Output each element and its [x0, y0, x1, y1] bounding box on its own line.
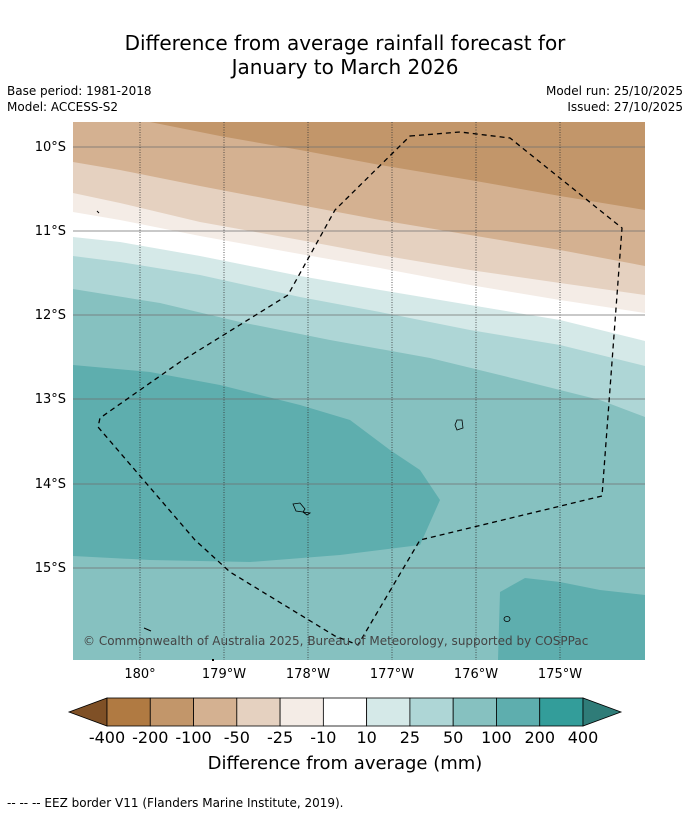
lon-gridlines — [139, 122, 561, 660]
colorbar-tick-label: 200 — [524, 728, 555, 747]
colorbar-tick-label: 100 — [481, 728, 512, 747]
island — [292, 502, 306, 513]
colorbar-tick-label: -200 — [132, 728, 168, 747]
colorbar-box — [409, 697, 454, 727]
eez-border — [97, 131, 623, 646]
colorbar-box — [279, 697, 324, 727]
colorbar-tick-label: -400 — [89, 728, 125, 747]
colorbar-box — [452, 697, 497, 727]
meta-left: Base period: 1981-2018 Model: ACCESS-S2 — [7, 83, 152, 115]
model-name: Model: ACCESS-S2 — [7, 100, 119, 114]
lon-label: 178°W — [286, 667, 330, 682]
colorbar-box — [366, 697, 411, 727]
map-panel: © Commonwealth of Australia 2025, Bureau… — [73, 122, 645, 660]
colorbar-tick-label: 25 — [400, 728, 420, 747]
colorbar: -400 -200 -100 -50 -25 -10 10 25 50 100 200 400 — [67, 697, 623, 747]
colorbar-tick-label: 50 — [443, 728, 463, 747]
colorbar-box — [106, 697, 151, 727]
island — [503, 616, 511, 622]
lon-label: 177°W — [370, 667, 414, 682]
colorbar-title: Difference from average (mm) — [207, 753, 483, 774]
colorbar-box — [496, 697, 541, 727]
colorbar-arrow-right — [582, 697, 623, 727]
island — [302, 511, 312, 516]
band-minus100 — [150, 122, 645, 210]
island — [143, 627, 152, 632]
colorbar-box — [149, 697, 194, 727]
title-line-1: Difference from average rainfall forecas… — [124, 31, 566, 55]
colorbar-tick-label: 10 — [356, 728, 376, 747]
colorbar-tick-label: 400 — [568, 728, 599, 747]
colorbar-box — [539, 697, 584, 727]
lon-label: 175°W — [538, 667, 582, 682]
colorbar-tick-label: -25 — [267, 728, 293, 747]
colorbar-box — [193, 697, 238, 727]
colorbar-tick-label: -100 — [175, 728, 211, 747]
eez-footnote: -- -- -- EEZ border V11 (Flanders Marine… — [7, 796, 344, 810]
colorbar-arrow-left — [67, 697, 108, 727]
lat-gridlines — [73, 146, 645, 569]
colorbar-box — [236, 697, 281, 727]
issued-date: Issued: 27/10/2025 — [567, 100, 683, 114]
base-period: Base period: 1981-2018 — [7, 84, 152, 98]
lon-label: 180° — [124, 667, 155, 682]
island — [96, 210, 100, 214]
lat-label: 10°S — [35, 140, 66, 155]
colorbar-tick-label: -10 — [310, 728, 336, 747]
island — [454, 419, 464, 431]
lon-label: 176°W — [454, 667, 498, 682]
lon-labels: 180° 179°W 178°W 177°W 176°W 175°W — [124, 667, 582, 682]
map-title: Difference from average rainfall forecas… — [0, 31, 690, 79]
model-run: Model run: 25/10/2025 — [545, 84, 683, 98]
lat-labels: 10°S 11°S 12°S 13°S 14°S 15°S — [35, 140, 66, 576]
lat-label: 11°S — [35, 224, 66, 239]
lat-label: 14°S — [35, 477, 66, 492]
colorbar-box — [322, 697, 368, 727]
colorbar-tick-label: -50 — [224, 728, 250, 747]
lon-label: 179°W — [202, 667, 246, 682]
lat-label: 13°S — [35, 392, 66, 407]
copyright-text: © Commonwealth of Australia 2025, Bureau… — [83, 634, 588, 648]
title-line-2: January to March 2026 — [231, 55, 459, 79]
lat-label: 12°S — [35, 308, 66, 323]
meta-right: Model run: 25/10/2025 Issued: 27/10/2025 — [546, 83, 683, 115]
lat-label: 15°S — [35, 561, 66, 576]
